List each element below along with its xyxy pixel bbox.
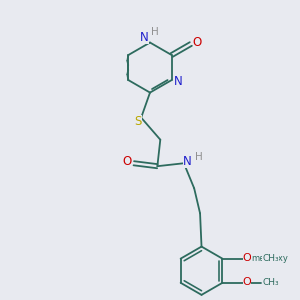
Text: O: O [242,253,251,263]
Text: CH₃: CH₃ [262,278,279,287]
Text: methoxy: methoxy [251,254,288,263]
Text: N: N [183,155,192,168]
Text: N: N [140,31,149,44]
Text: H: H [151,27,158,37]
Text: O: O [242,277,251,287]
Text: N: N [174,75,182,88]
Text: CH₃: CH₃ [262,254,279,262]
Text: H: H [195,152,203,162]
Text: O: O [123,155,132,168]
Text: O: O [193,36,202,49]
Text: S: S [134,115,142,128]
